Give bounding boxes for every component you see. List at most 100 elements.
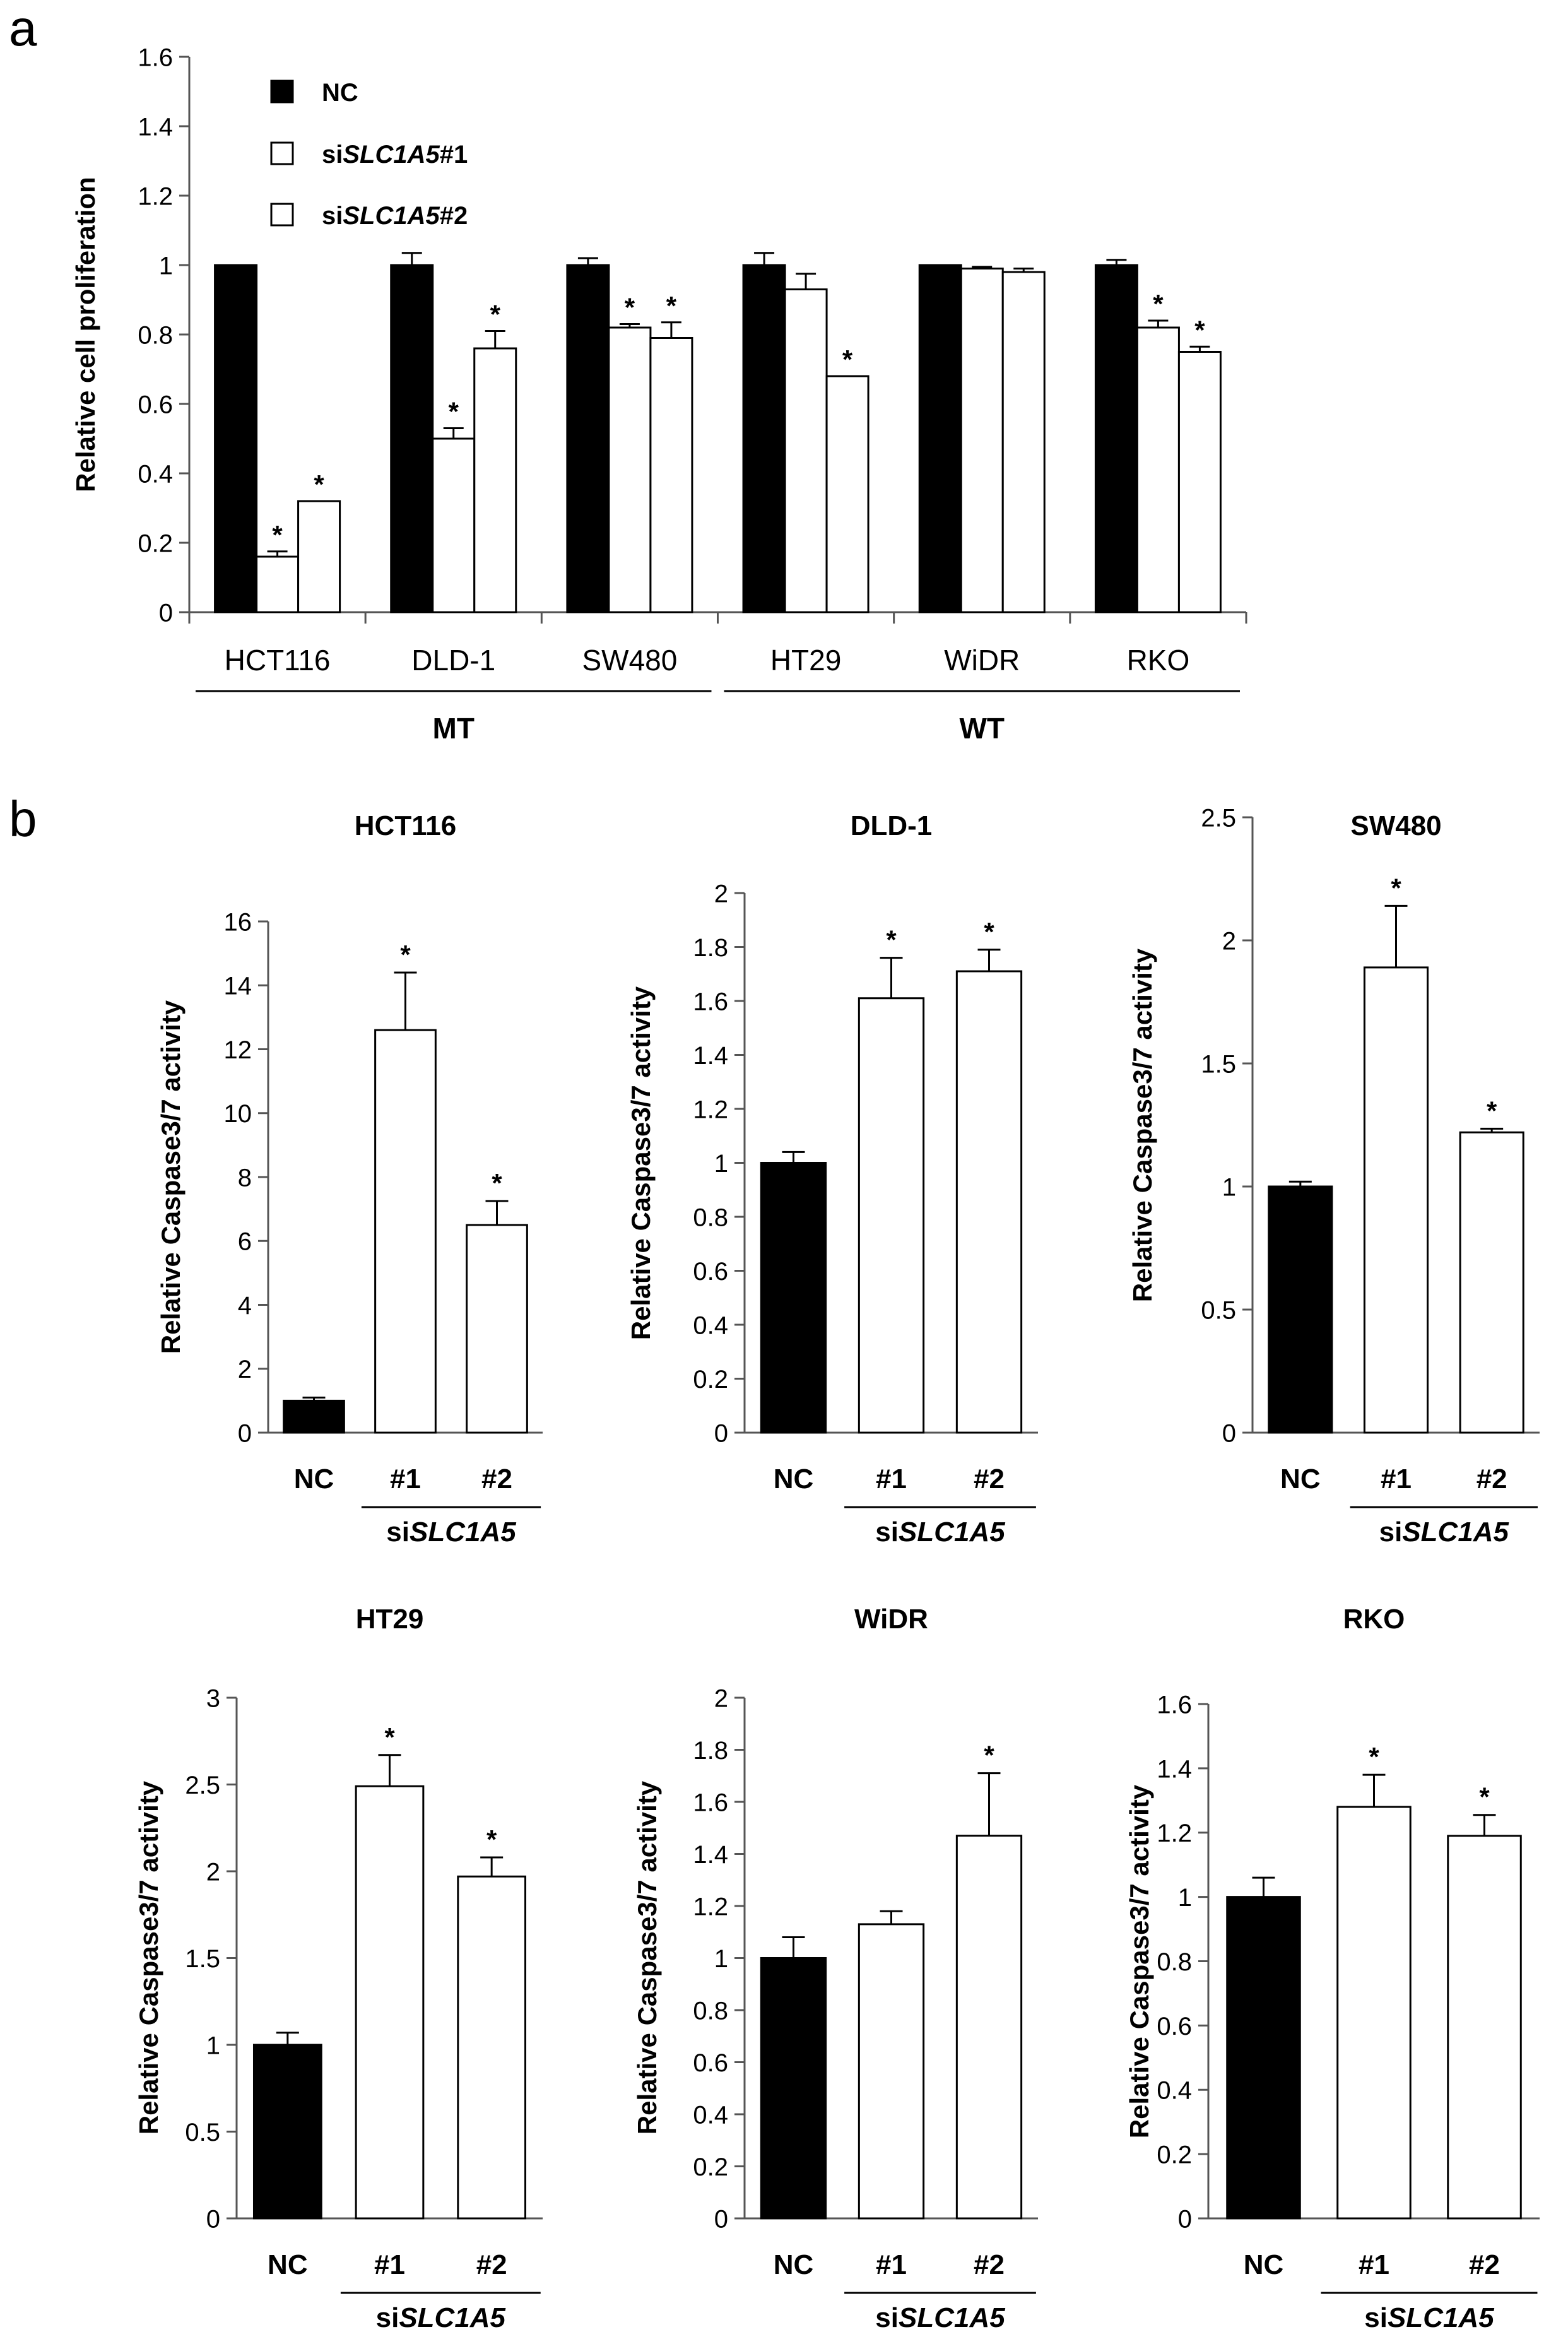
- panel-a-bar: [742, 264, 786, 613]
- chart-widr-y-tick-label: 1: [714, 1945, 728, 1973]
- chart-dld-1-y-tick-label: 0.6: [693, 1258, 728, 1286]
- panel-a-bar: [390, 264, 434, 613]
- panel-a-category-label: DLD-1: [411, 644, 495, 677]
- chart-dld-1-bar: [858, 997, 925, 1434]
- chart-rko-y-tick-label: 1.6: [1157, 1691, 1192, 1719]
- chart-dld-1-significance-mark: *: [886, 925, 897, 955]
- chart-rko-title: RKO: [1343, 1604, 1405, 1635]
- chart-widr-category-label: #2: [974, 2249, 1005, 2280]
- chart-sw480-category-label: NC: [1280, 1464, 1321, 1494]
- panel-label-a: a: [9, 0, 37, 56]
- panel-a-y-tick-label: 0.2: [138, 530, 173, 557]
- chart-hct116-y-tick-label: 2: [238, 1356, 252, 1383]
- chart-hct116-y-tick-label: 0: [238, 1419, 252, 1447]
- chart-hct116-y-tick-label: 12: [224, 1036, 252, 1064]
- chart-dld-1-group-label: siSLC1A5: [875, 1517, 1005, 1548]
- chart-rko-bar: [1226, 1896, 1301, 2220]
- panel-a-significance-mark: *: [1153, 289, 1164, 319]
- chart-dld-1-y-tick-label: 2: [714, 880, 728, 908]
- chart-widr-y-tick-label: 1.6: [693, 1789, 728, 1816]
- chart-widr-y-axis-title: Relative Caspase3/7 activity: [632, 1780, 662, 2134]
- chart-ht29-y-tick-label: 0: [206, 2205, 220, 2233]
- chart-rko-category-label: NC: [1244, 2249, 1284, 2280]
- chart-sw480-y-tick-label: 0: [1222, 1419, 1236, 1447]
- chart-dld-1-y-tick-label: 1.2: [693, 1096, 728, 1123]
- panel-a-significance-mark: *: [449, 397, 459, 427]
- chart-sw480-bar: [1363, 966, 1429, 1434]
- panel-a-bar: [1001, 271, 1046, 613]
- chart-ht29-bar: [457, 1875, 527, 2220]
- chart-widr-bar: [760, 1957, 827, 2220]
- panel-a-legend-label-part-2: #2: [440, 202, 468, 230]
- panel-a-legend-label: siSLC1A5#1: [322, 141, 468, 169]
- chart-widr-bar: [858, 1923, 925, 2220]
- panel-a-bar: [1177, 351, 1222, 613]
- chart-dld-1-significance-mark: *: [984, 917, 994, 947]
- chart-hct116-y-tick-label: 6: [238, 1228, 252, 1256]
- chart-ht29-y-tick-label: 2.5: [185, 1772, 220, 1799]
- panel-a-y-tick-label: 0: [159, 599, 173, 627]
- chart-sw480-y-tick-label: 2: [1222, 927, 1236, 955]
- panel-a-significance-mark: *: [272, 520, 283, 550]
- chart-rko-y-tick-label: 0: [1178, 2205, 1192, 2233]
- chart-hct116-bar: [374, 1029, 437, 1434]
- chart-rko-group-label: siSLC1A5: [1364, 2302, 1494, 2332]
- chart-widr-y-tick-label: 0.2: [693, 2153, 728, 2181]
- panel-a-bar: [473, 347, 517, 613]
- chart-rko-bar: [1447, 1835, 1522, 2220]
- chart-hct116-bar: [466, 1224, 528, 1434]
- chart-widr-category-label: #1: [876, 2249, 907, 2280]
- panel-a-legend-swatch: [270, 141, 294, 165]
- chart-widr-significance-mark: *: [984, 1741, 994, 1770]
- chart-hct116-group-label-part-0: si: [386, 1517, 410, 1548]
- chart-dld-1-group-label-part-0: si: [875, 1517, 899, 1548]
- panel-a-y-tick-label: 1.4: [138, 113, 173, 141]
- chart-dld-1-group-label-part-1: SLC1A5: [899, 1517, 1005, 1548]
- chart-ht29-group-label-part-1: SLC1A5: [399, 2302, 505, 2332]
- chart-sw480-title: SW480: [1350, 810, 1441, 841]
- chart-hct116-y-tick-label: 16: [224, 908, 252, 936]
- chart-rko-significance-mark: *: [1479, 1782, 1490, 1812]
- chart-ht29-bar: [355, 1785, 425, 2220]
- panel-a-y-axis-title: Relative cell proliferation: [71, 177, 100, 492]
- panel-a-significance-mark: *: [842, 345, 853, 374]
- chart-widr-y-tick-label: 0.8: [693, 1997, 728, 2025]
- chart-rko-y-tick-label: 0.8: [1157, 1948, 1192, 1976]
- chart-sw480-category-label: #1: [1381, 1464, 1412, 1494]
- chart-ht29-group-label: siSLC1A5: [376, 2302, 506, 2332]
- chart-hct116-y-tick-label: 4: [238, 1292, 252, 1320]
- chart-rko-group-label-part-1: SLC1A5: [1388, 2302, 1494, 2332]
- chart-hct116-group-label-part-1: SLC1A5: [410, 1517, 516, 1548]
- panel-label-b: b: [9, 791, 37, 847]
- chart-hct116-category-label: #1: [390, 1464, 421, 1494]
- chart-sw480-y-tick-label: 2.5: [1201, 804, 1236, 832]
- panel-a-bar: [1136, 326, 1180, 613]
- panel-a-legend-label-part-1: SLC1A5: [343, 141, 440, 169]
- panel-a-group-label: MT: [433, 712, 475, 745]
- chart-dld-1-category-label: NC: [774, 1464, 814, 1494]
- chart-sw480-group-label: siSLC1A5: [1379, 1517, 1509, 1548]
- chart-rko-bar: [1336, 1806, 1412, 2220]
- chart-sw480-y-axis-title: Relative Caspase3/7 activity: [1128, 948, 1157, 1302]
- panel-a-legend-label-part-2: #1: [440, 141, 468, 169]
- chart-ht29-y-tick-label: 2: [206, 1858, 220, 1886]
- panel-a-significance-mark: *: [666, 291, 677, 321]
- panel-a-group-label: WT: [959, 712, 1005, 745]
- chart-hct116-category-label: #2: [481, 1464, 512, 1494]
- panel-a-bar: [608, 326, 652, 613]
- chart-rko-category-label: #2: [1469, 2249, 1500, 2280]
- panel-a-bar: [214, 264, 258, 613]
- panel-a-y-tick-label: 0.8: [138, 321, 173, 349]
- panel-a-significance-mark: *: [490, 300, 501, 329]
- chart-ht29-significance-mark: *: [486, 1825, 497, 1854]
- chart-hct116-significance-mark: *: [492, 1168, 502, 1198]
- chart-sw480-y-tick-label: 1: [1222, 1173, 1236, 1201]
- panel-a-y-tick-label: 0.6: [138, 391, 173, 418]
- chart-hct116-significance-mark: *: [400, 940, 411, 969]
- chart-dld-1-category-label: #1: [876, 1464, 907, 1494]
- chart-hct116-title: HCT116: [355, 810, 456, 841]
- chart-hct116-y-tick-label: 8: [238, 1164, 252, 1192]
- chart-hct116-y-tick-label: 10: [224, 1100, 252, 1128]
- chart-ht29-y-tick-label: 1: [206, 2032, 220, 2059]
